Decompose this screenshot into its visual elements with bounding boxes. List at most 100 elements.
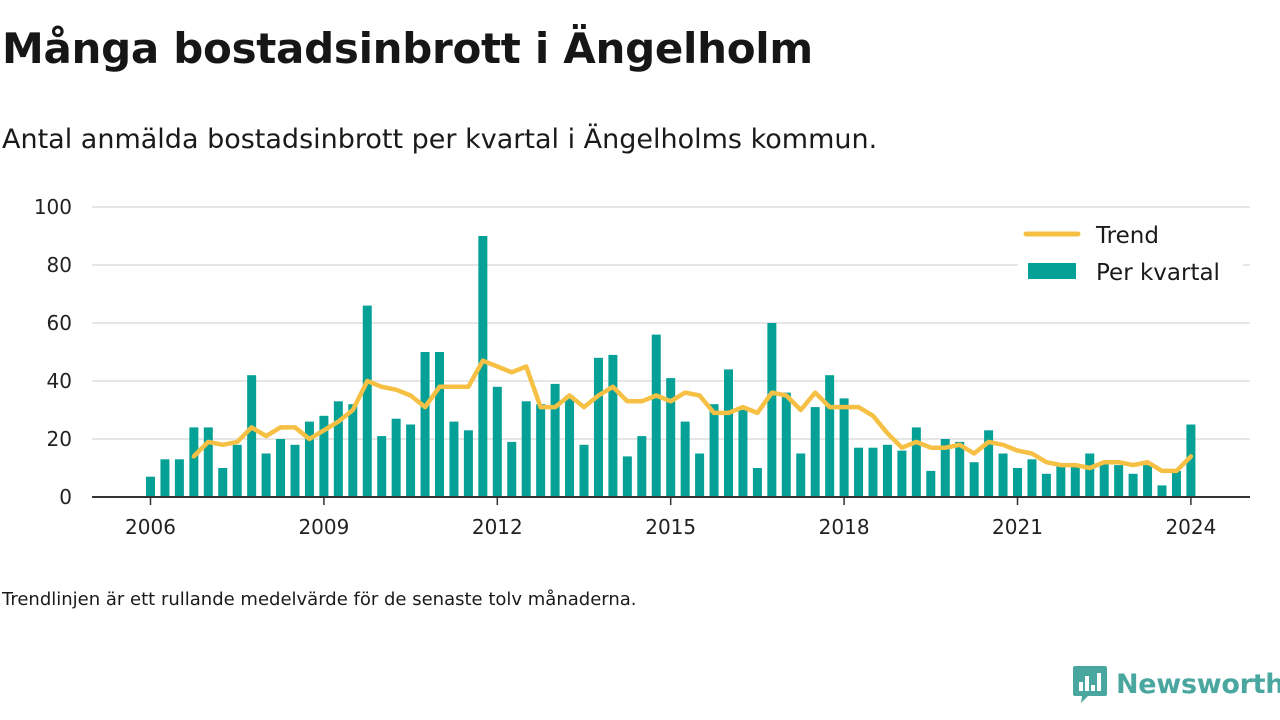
bar <box>362 305 372 497</box>
bar <box>637 436 647 497</box>
x-tick-label: 2018 <box>819 515 870 539</box>
bar <box>651 334 661 497</box>
bar <box>406 424 416 497</box>
bar <box>247 375 257 497</box>
bar <box>1143 465 1153 497</box>
y-tick-label: 40 <box>47 369 72 393</box>
bar <box>1157 485 1167 497</box>
bar <box>781 392 791 497</box>
bar <box>1085 453 1095 497</box>
bar <box>593 357 603 497</box>
x-tick-label: 2009 <box>298 515 349 539</box>
brand-logo: Newsworthy <box>1072 664 1280 704</box>
bar <box>565 395 575 497</box>
bar <box>724 369 733 497</box>
bar <box>463 430 473 497</box>
bar <box>1041 473 1051 497</box>
bar <box>882 444 892 497</box>
trend-series <box>191 358 1194 474</box>
x-tick-label: 2006 <box>125 515 176 539</box>
bar <box>304 421 314 497</box>
trend-line <box>191 358 1194 474</box>
bar <box>955 441 965 497</box>
bar <box>709 404 719 497</box>
bar <box>435 352 444 497</box>
bar <box>203 427 213 497</box>
legend: Trend Per kvartal <box>1018 218 1243 304</box>
bar-series <box>146 236 1196 497</box>
bar <box>348 404 358 497</box>
y-tick-label: 60 <box>47 311 72 335</box>
bar <box>926 470 936 497</box>
legend-bars-label: Per kvartal <box>1096 260 1220 286</box>
bar <box>377 436 387 497</box>
bar <box>420 352 430 497</box>
y-tick-label: 0 <box>59 485 72 509</box>
y-tick-label: 80 <box>47 253 72 277</box>
bar <box>666 378 676 497</box>
bar <box>333 401 343 497</box>
chart-title: Många bostadsinbrott i Ängelholm <box>2 24 813 73</box>
bar <box>868 447 878 497</box>
bar <box>1114 465 1124 497</box>
legend-bars-swatch <box>1028 263 1076 279</box>
bar <box>752 468 762 497</box>
bar <box>1186 424 1196 497</box>
y-tick-label: 20 <box>47 427 72 451</box>
bar <box>1027 459 1037 497</box>
x-tick-label: 2021 <box>992 515 1043 539</box>
brand-name: Newsworthy <box>1116 668 1280 700</box>
x-tick-label: 2015 <box>645 515 696 539</box>
bar <box>550 383 560 497</box>
bar <box>290 444 300 497</box>
axes: 0 20 40 60 80 100 2006 2009 2012 2015 2018 2021 2024 <box>34 195 1250 539</box>
bar <box>969 462 979 497</box>
bar <box>218 468 228 497</box>
newsworthy-chart-bubble-icon <box>1073 666 1107 703</box>
bar <box>319 415 329 497</box>
bar <box>622 456 632 497</box>
bar <box>521 401 531 497</box>
bar <box>1013 468 1022 497</box>
y-tick-label: 100 <box>34 195 72 219</box>
bar <box>680 421 690 497</box>
bar <box>160 459 170 497</box>
bar <box>507 441 517 497</box>
bar <box>998 453 1008 497</box>
bar <box>984 430 994 497</box>
x-tick-label: 2012 <box>472 515 523 539</box>
bar <box>767 323 777 497</box>
bar <box>897 450 907 497</box>
bar <box>536 404 546 497</box>
footnote: Trendlinjen är ett rullande medelvärde f… <box>2 589 637 610</box>
bar <box>391 418 401 497</box>
bar <box>1171 470 1181 497</box>
bar <box>449 421 459 497</box>
bar <box>1128 473 1138 497</box>
bar <box>1099 462 1109 497</box>
bar <box>579 444 589 497</box>
x-tick-label: 2024 <box>1165 515 1216 539</box>
bar <box>940 439 950 497</box>
chart-subtitle: Antal anmälda bostadsinbrott per kvartal… <box>2 124 878 155</box>
bar <box>174 459 184 497</box>
bar <box>810 407 820 497</box>
bar <box>232 444 242 497</box>
bar <box>854 447 864 497</box>
bar <box>276 439 286 497</box>
bar <box>1056 465 1066 497</box>
legend-trend-label: Trend <box>1095 223 1159 249</box>
bar <box>608 354 618 497</box>
bar <box>796 453 806 497</box>
bar <box>189 427 199 497</box>
bar-line-chart: 0 20 40 60 80 100 2006 2009 2012 2015 2018 2021 2024… <box>34 195 1250 539</box>
bar <box>738 410 748 497</box>
bar <box>146 476 155 497</box>
bar <box>1070 465 1080 497</box>
bar <box>261 453 271 497</box>
bar <box>839 398 849 497</box>
bar <box>478 236 488 497</box>
bar <box>911 427 921 497</box>
bar <box>695 453 705 497</box>
bar <box>492 386 502 497</box>
